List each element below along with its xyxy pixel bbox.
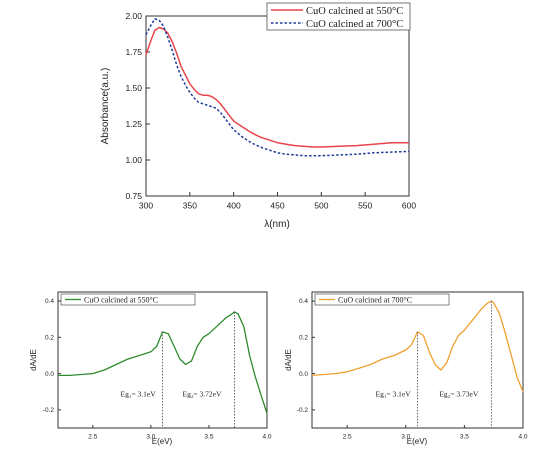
annotation-eg1: Eg₁= 3.1eV <box>121 390 157 399</box>
series-line-0 <box>145 26 409 148</box>
legend-label: CuO calcined at 550°C <box>84 296 158 305</box>
x-tick-label: 500 <box>314 201 328 211</box>
y-tick-label: 0.0 <box>299 371 308 378</box>
y-tick-label: 0.2 <box>45 335 54 342</box>
x-tick-label: 3.0 <box>401 434 410 441</box>
x-tick-label: 600 <box>402 201 416 211</box>
legend: CuO calcined at 550°C <box>60 293 196 306</box>
x-tick-label: 4.0 <box>262 434 271 441</box>
y-tick-label: 0.4 <box>45 298 54 305</box>
absorbance-chart: 300 350 400 450 500 550 600 0.75 1.00 1.25 1.50 1.7… <box>100 2 416 230</box>
y-axis-label: Absorbance(a.u.) <box>100 68 111 145</box>
y-tick-label: 1.25 <box>125 119 142 129</box>
y-tick-label: 0.0 <box>45 371 54 378</box>
y-tick-label: 2.00 <box>125 11 142 21</box>
annotation-eg2: Eg₂= 3.73eV <box>439 390 479 399</box>
y-tick-label: -0.2 <box>43 407 55 414</box>
legend-label-550: CuO calcined at 550°C <box>306 6 403 17</box>
plot-frame <box>145 15 410 197</box>
x-axis-label: E(eV) <box>407 437 428 446</box>
x-tick-label: 300 <box>139 201 153 211</box>
series-line-1 <box>145 18 410 157</box>
derivative-chart-550: 2.5 3.0 3.5 4.0 -0.2 0.0 0.2 0.4 E(eV) dA/dE Eg… <box>29 291 272 446</box>
series-line-0 <box>58 311 268 414</box>
x-tick-label: 2.5 <box>88 434 97 441</box>
x-tick-label: 400 <box>227 201 241 211</box>
derivative-chart-700: 2.5 3.0 3.5 4.0 -0.2 0.0 0.2 0.4 E(eV) dA/dE Eg… <box>284 291 528 446</box>
x-tick-label: 3.5 <box>204 434 213 441</box>
annotation-eg1: Eg₁= 3.1eV <box>376 390 412 399</box>
y-tick-label: 0.4 <box>299 298 308 305</box>
x-tick-label: 2.5 <box>343 434 352 441</box>
x-tick-label: 450 <box>270 201 284 211</box>
y-tick-label: 0.2 <box>299 335 308 342</box>
legend-label: CuO calcined at 700°C <box>338 296 412 305</box>
legend-box <box>314 293 450 306</box>
y-tick-label: 1.00 <box>125 155 142 165</box>
legend: CuO calcined at 550°C CuO calcined at 70… <box>266 2 411 31</box>
y-tick-label: 0.75 <box>125 191 142 201</box>
legend-label-700: CuO calcined at 700°C <box>306 19 403 30</box>
y-axis-label: dA/dE <box>29 349 38 371</box>
legend-box <box>60 293 196 306</box>
y-tick-label: 1.75 <box>125 47 142 57</box>
x-tick-label: 4.0 <box>518 434 527 441</box>
y-tick-label: -0.2 <box>297 407 309 414</box>
x-tick-label: 550 <box>358 201 372 211</box>
x-axis-label: E(eV) <box>152 437 173 446</box>
legend: CuO calcined at 700°C <box>314 293 450 306</box>
legend-box <box>266 2 411 31</box>
x-tick-label: 3.5 <box>460 434 469 441</box>
y-axis-label: dA/dE <box>284 349 293 371</box>
x-tick-label: 3.0 <box>146 434 155 441</box>
x-tick-label: 350 <box>183 201 197 211</box>
y-tick-label: 1.50 <box>125 83 142 93</box>
x-axis-label: λ(nm) <box>264 219 290 230</box>
series-line-0 <box>311 300 524 392</box>
annotation-eg2: Eg₂= 3.72eV <box>182 390 222 399</box>
